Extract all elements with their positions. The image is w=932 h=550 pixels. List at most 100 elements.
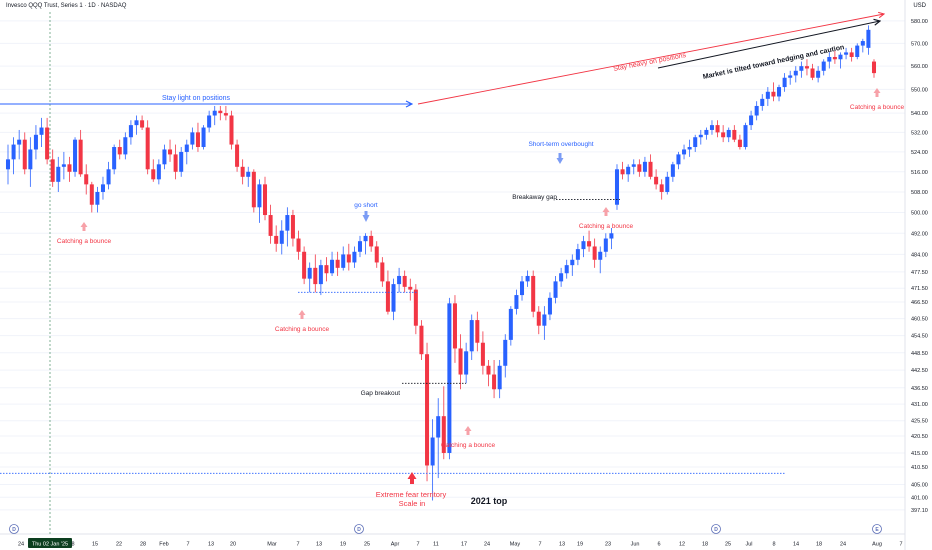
candle-body[interactable] bbox=[162, 149, 167, 165]
candle-body[interactable] bbox=[648, 161, 653, 177]
candle-body[interactable] bbox=[575, 249, 580, 260]
candle-body[interactable] bbox=[570, 259, 575, 266]
candle-body[interactable] bbox=[553, 281, 558, 298]
candle-body[interactable] bbox=[274, 235, 279, 244]
event-marker-icon[interactable] bbox=[354, 524, 364, 534]
candle-body[interactable] bbox=[140, 120, 145, 128]
candle-body[interactable] bbox=[246, 171, 251, 177]
candle-body[interactable] bbox=[391, 284, 396, 312]
candle-body[interactable] bbox=[642, 161, 647, 172]
candle-body[interactable] bbox=[849, 52, 854, 57]
candle-body[interactable] bbox=[95, 191, 100, 205]
candle-body[interactable] bbox=[212, 110, 217, 116]
candle-body[interactable] bbox=[296, 238, 301, 252]
candle-body[interactable] bbox=[631, 164, 636, 167]
candle-body[interactable] bbox=[793, 70, 798, 76]
candle-body[interactable] bbox=[626, 166, 631, 175]
candle-body[interactable] bbox=[218, 110, 223, 114]
candle-body[interactable] bbox=[844, 52, 849, 55]
candle-body[interactable] bbox=[480, 342, 485, 366]
candle-body[interactable] bbox=[302, 251, 307, 279]
candle-body[interactable] bbox=[207, 115, 212, 128]
candle-body[interactable] bbox=[637, 164, 642, 172]
candle-body[interactable] bbox=[17, 139, 22, 145]
candle-body[interactable] bbox=[737, 139, 742, 148]
candle-body[interactable] bbox=[251, 171, 256, 208]
candle-body[interactable] bbox=[508, 308, 513, 340]
candle-body[interactable] bbox=[514, 295, 519, 309]
candle-body[interactable] bbox=[799, 66, 804, 71]
candle-body[interactable] bbox=[346, 254, 351, 263]
candle-body[interactable] bbox=[838, 54, 843, 60]
event-marker-icon[interactable] bbox=[872, 524, 882, 534]
candle-body[interactable] bbox=[659, 184, 664, 192]
candle-body[interactable] bbox=[581, 241, 586, 250]
candle-body[interactable] bbox=[693, 137, 698, 148]
candle-body[interactable] bbox=[330, 259, 335, 274]
candle-body[interactable] bbox=[564, 265, 569, 274]
candle-body[interactable] bbox=[313, 267, 318, 285]
candle-body[interactable] bbox=[408, 286, 413, 290]
candle-body[interactable] bbox=[89, 184, 94, 205]
candle-body[interactable] bbox=[134, 120, 139, 126]
candle-body[interactable] bbox=[67, 164, 72, 172]
candle-body[interactable] bbox=[374, 246, 379, 263]
candle-body[interactable] bbox=[173, 154, 178, 172]
candle-body[interactable] bbox=[419, 325, 424, 355]
candle-body[interactable] bbox=[614, 169, 620, 205]
candle-body[interactable] bbox=[598, 251, 603, 260]
candle-body[interactable] bbox=[425, 354, 430, 466]
candle-body[interactable] bbox=[117, 147, 122, 155]
candle-body[interactable] bbox=[380, 262, 385, 282]
candle-body[interactable] bbox=[726, 129, 731, 138]
candle-body[interactable] bbox=[168, 149, 173, 155]
candle-body[interactable] bbox=[464, 351, 469, 375]
candle-body[interactable] bbox=[402, 275, 407, 287]
candle-body[interactable] bbox=[771, 91, 776, 97]
candle-body[interactable] bbox=[5, 159, 11, 170]
candle-body[interactable] bbox=[749, 115, 754, 126]
candle-body[interactable] bbox=[452, 303, 457, 349]
candle-body[interactable] bbox=[11, 144, 16, 160]
candle-body[interactable] bbox=[709, 125, 714, 130]
candle-body[interactable] bbox=[50, 159, 55, 182]
candle-body[interactable] bbox=[782, 77, 787, 88]
candle-body[interactable] bbox=[190, 132, 195, 145]
candle-body[interactable] bbox=[22, 139, 27, 170]
candle-body[interactable] bbox=[341, 254, 346, 268]
candle-body[interactable] bbox=[559, 273, 564, 282]
candle-body[interactable] bbox=[665, 176, 670, 192]
candle-body[interactable] bbox=[475, 320, 480, 343]
candle-body[interactable] bbox=[78, 139, 83, 175]
candle-body[interactable] bbox=[33, 134, 38, 150]
candle-body[interactable] bbox=[536, 311, 541, 326]
candle-body[interactable] bbox=[290, 215, 295, 239]
candle-body[interactable] bbox=[397, 275, 402, 285]
candle-body[interactable] bbox=[603, 238, 608, 252]
candle-body[interactable] bbox=[810, 68, 815, 78]
candle-body[interactable] bbox=[201, 127, 206, 148]
candle-body[interactable] bbox=[760, 98, 765, 106]
candle-body[interactable] bbox=[307, 267, 312, 279]
candle-body[interactable] bbox=[587, 241, 592, 247]
candle-body[interactable] bbox=[804, 66, 809, 69]
candle-body[interactable] bbox=[503, 339, 508, 366]
candle-body[interactable] bbox=[609, 233, 614, 239]
candle-body[interactable] bbox=[45, 127, 50, 160]
candle-body[interactable] bbox=[743, 125, 748, 148]
candle-body[interactable] bbox=[279, 230, 284, 244]
candle-body[interactable] bbox=[369, 235, 374, 247]
candle-body[interactable] bbox=[525, 275, 530, 282]
candle-body[interactable] bbox=[531, 275, 536, 312]
candle-body[interactable] bbox=[816, 70, 821, 78]
candle-body[interactable] bbox=[223, 113, 228, 116]
candle-body[interactable] bbox=[670, 164, 675, 177]
candle-body[interactable] bbox=[156, 164, 161, 180]
candle-body[interactable] bbox=[654, 176, 659, 185]
candle-body[interactable] bbox=[721, 132, 726, 138]
candle-body[interactable] bbox=[777, 87, 782, 97]
candle-body[interactable] bbox=[179, 151, 184, 172]
candle-body[interactable] bbox=[145, 127, 150, 170]
candle-body[interactable] bbox=[430, 437, 435, 466]
